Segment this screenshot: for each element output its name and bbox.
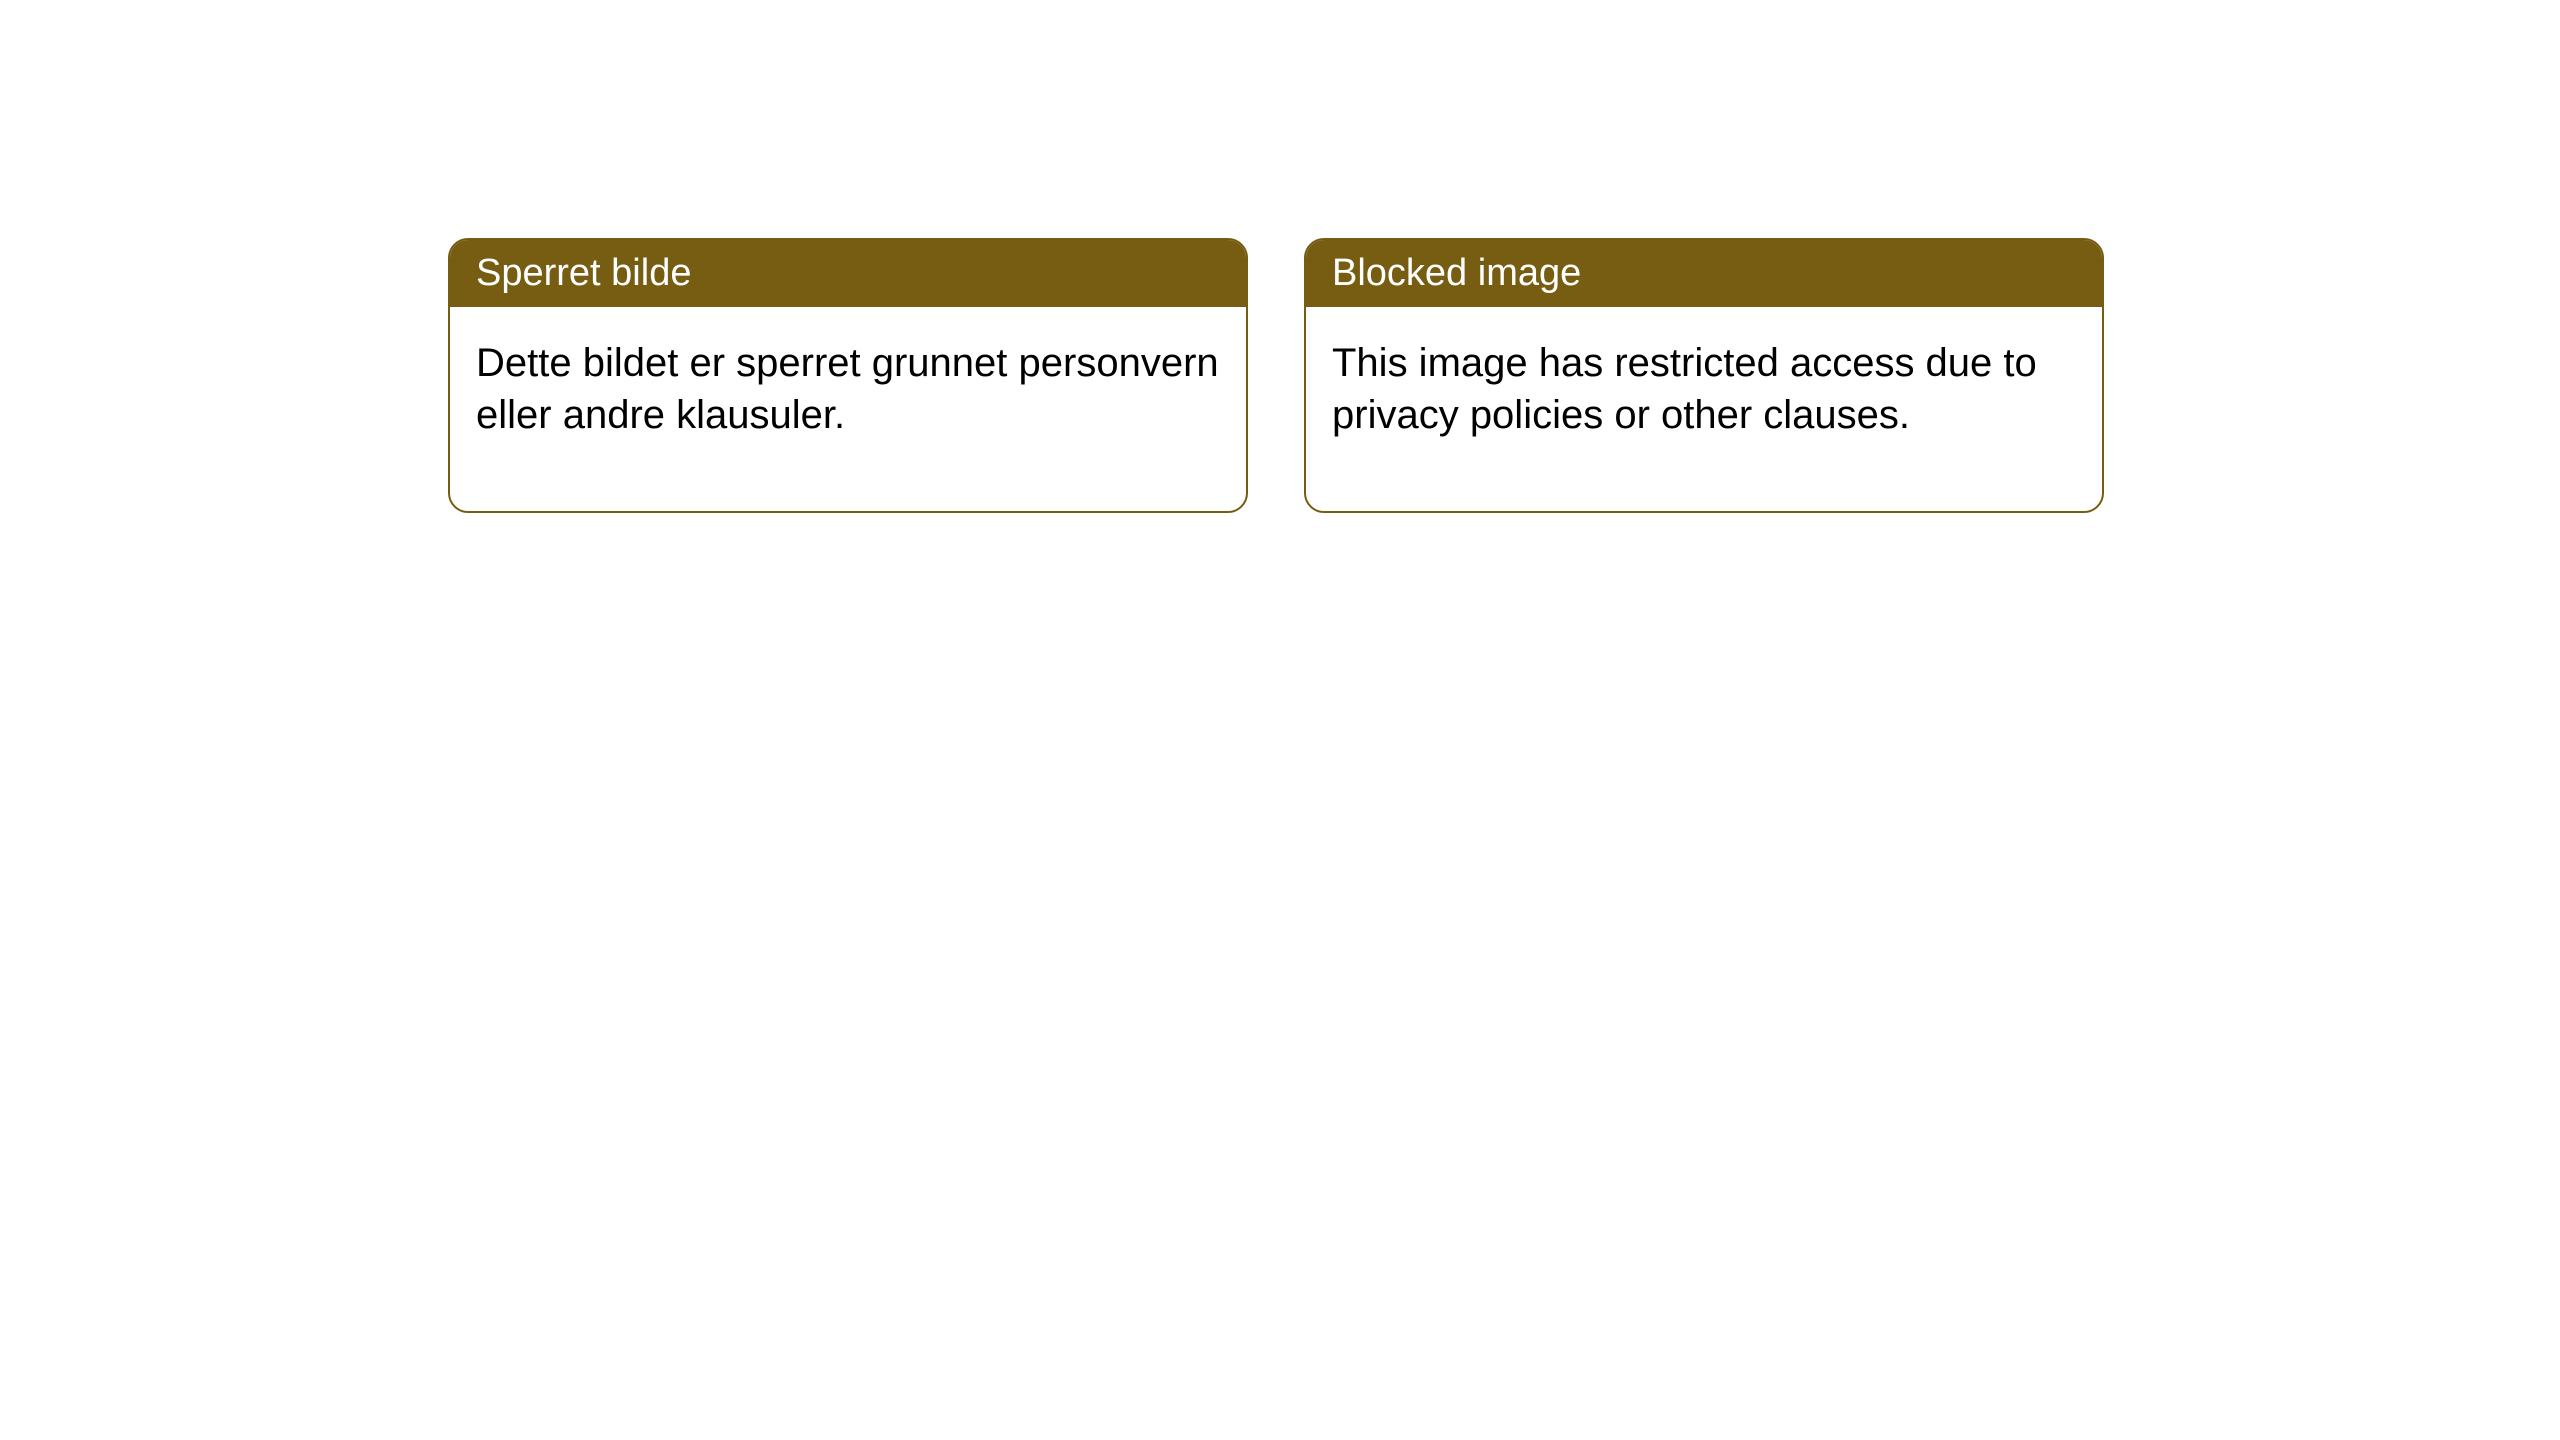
notice-title: Sperret bilde — [476, 252, 691, 294]
notice-text: This image has restricted access due to … — [1332, 341, 2037, 437]
notice-header: Blocked image — [1306, 240, 2102, 307]
notice-text: Dette bildet er sperret grunnet personve… — [476, 341, 1219, 437]
notice-header: Sperret bilde — [450, 240, 1246, 307]
notice-body: Dette bildet er sperret grunnet personve… — [450, 307, 1246, 511]
notice-body: This image has restricted access due to … — [1306, 307, 2102, 511]
notice-box-norwegian: Sperret bilde Dette bildet er sperret gr… — [448, 238, 1248, 513]
notice-container: Sperret bilde Dette bildet er sperret gr… — [448, 238, 2104, 513]
notice-box-english: Blocked image This image has restricted … — [1304, 238, 2104, 513]
notice-title: Blocked image — [1332, 252, 1581, 294]
